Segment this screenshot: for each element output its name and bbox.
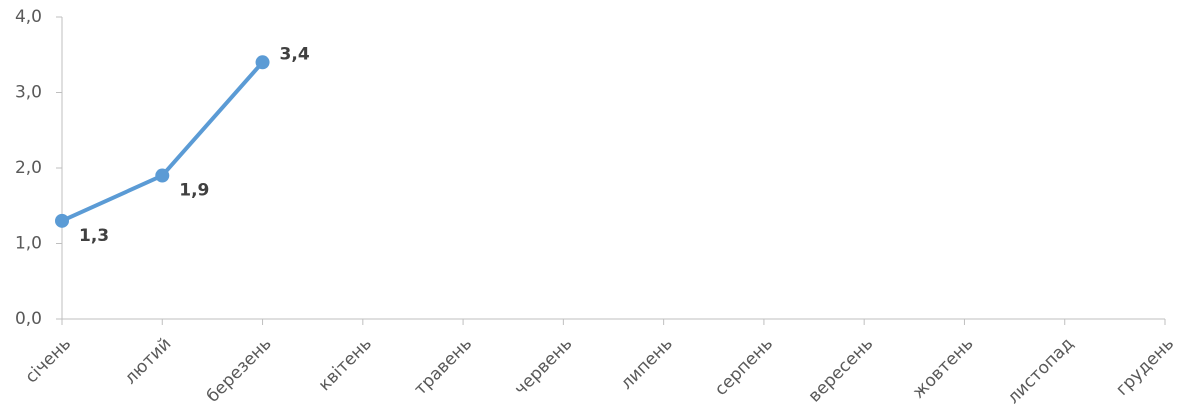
data-label: 1,9 <box>179 181 209 201</box>
y-tick-label: 3,0 <box>15 83 42 103</box>
x-tick-label: квітень <box>315 334 376 395</box>
y-tick-label: 4,0 <box>15 7 42 27</box>
data-label: 3,4 <box>280 44 310 64</box>
marker <box>155 168 170 183</box>
x-tick-label: грудень <box>1112 334 1177 400</box>
line <box>61 60 265 223</box>
x-tick-label: жовтень <box>909 334 978 403</box>
x-tick-label: травень <box>411 334 477 400</box>
x-tick-label: серпень <box>711 334 777 400</box>
x-tick-label: січень <box>22 334 76 388</box>
marker <box>55 213 69 228</box>
x-tick-label: березень <box>203 334 276 407</box>
x-tick-label: листопад <box>1004 334 1078 408</box>
x-tick-label: липень <box>617 334 677 394</box>
y-tick-label: 0,0 <box>15 309 42 329</box>
y-tick-label: 1,0 <box>15 234 42 254</box>
x-tick-label: червень <box>511 334 577 400</box>
marker <box>255 55 270 70</box>
y-tick-label: 2,0 <box>15 158 42 178</box>
x-tick-label: вересень <box>805 334 878 407</box>
x-tick-label: лютий <box>121 334 176 389</box>
data-label: 1,3 <box>79 226 109 246</box>
